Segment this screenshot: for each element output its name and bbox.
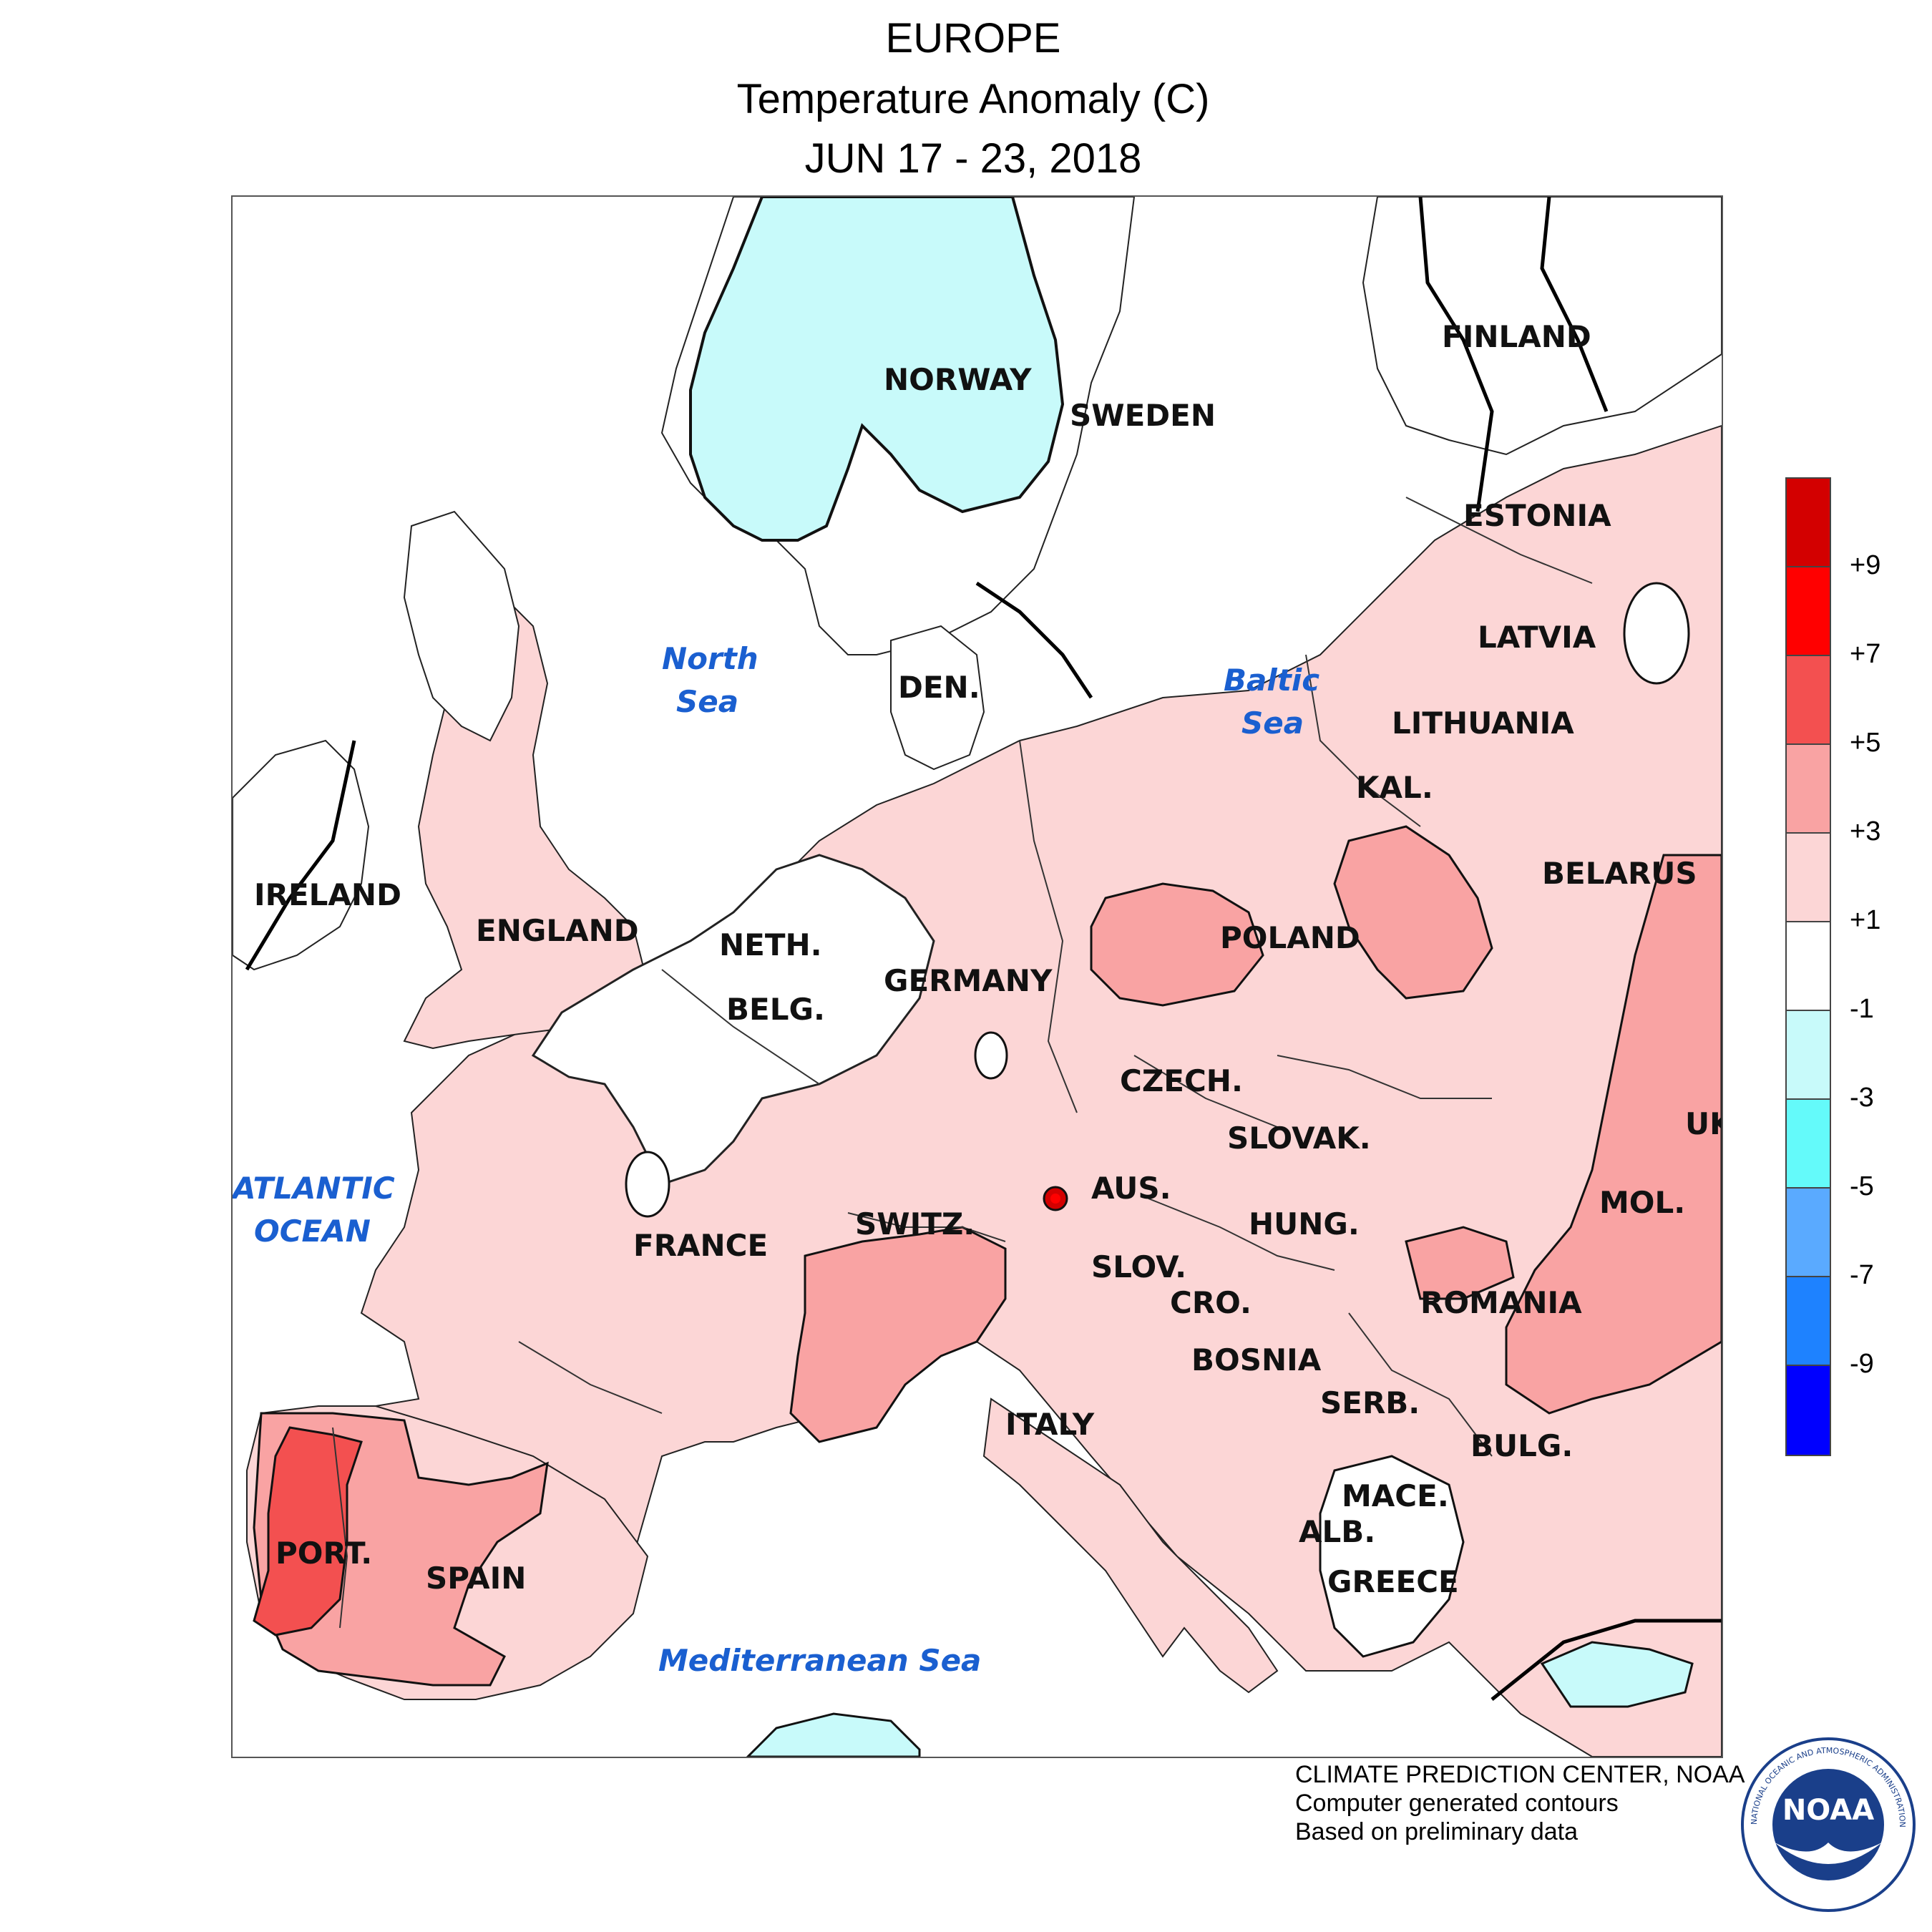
anomaly-region-norway-cold bbox=[689, 197, 1065, 542]
legend-bin-3 bbox=[1785, 743, 1831, 834]
anomaly-region-kaliningrad-warm bbox=[1333, 825, 1493, 1000]
legend-bin-8 bbox=[1785, 1187, 1831, 1277]
label-norway: NORWAY bbox=[884, 362, 1032, 397]
label-spain: SPAIN bbox=[426, 1561, 526, 1596]
legend-bin-6 bbox=[1785, 1010, 1831, 1100]
anomaly-map: NORWAY SWEDEN FINLAND ESTONIA LATVIA LIT… bbox=[233, 197, 1722, 1757]
label-slovakia: SLOVAK. bbox=[1227, 1121, 1371, 1156]
anomaly-region-italy bbox=[982, 1397, 1279, 1694]
legend-label-2: +5 bbox=[1850, 728, 1881, 758]
anomaly-region-africa-cold bbox=[746, 1712, 921, 1757]
label-finland: FINLAND bbox=[1442, 319, 1591, 354]
label-bosnia: BOSNIA bbox=[1191, 1342, 1322, 1377]
credits-block: CLIMATE PREDICTION CENTER, NOAA Computer… bbox=[1295, 1760, 1745, 1846]
credits-line-3: Based on preliminary data bbox=[1295, 1818, 1579, 1845]
label-mediterranean: Mediterranean Sea bbox=[658, 1643, 981, 1678]
color-legend bbox=[1785, 477, 1831, 1470]
label-france: FRANCE bbox=[633, 1228, 768, 1263]
anomaly-region-finland bbox=[1362, 197, 1722, 456]
logo-bird-icon bbox=[1775, 1843, 1882, 1864]
label-hungary: HUNG. bbox=[1249, 1206, 1360, 1241]
legend-bin-5 bbox=[1785, 921, 1831, 1011]
legend-bin-7 bbox=[1785, 1098, 1831, 1189]
zero-contours bbox=[245, 197, 1722, 1701]
legend-label-5: -1 bbox=[1850, 994, 1874, 1024]
label-sweden: SWEDEN bbox=[1070, 398, 1216, 433]
label-greece: GREECE bbox=[1327, 1564, 1459, 1599]
map-date-range: JUN 17 - 23, 2018 bbox=[804, 135, 1142, 182]
noaa-logo: NOAA NATIONAL OCEANIC AND ATMOSPHERIC AD… bbox=[1741, 1737, 1916, 1912]
legend-bin-0 bbox=[1785, 477, 1831, 567]
legend-bin-2 bbox=[1785, 655, 1831, 745]
credits-line-2: Computer generated contours bbox=[1295, 1790, 1619, 1817]
legend-label-3: +3 bbox=[1850, 816, 1881, 847]
legend-bin-4 bbox=[1785, 832, 1831, 922]
label-bulgaria: BULG. bbox=[1470, 1428, 1573, 1463]
label-italy: ITALY bbox=[1005, 1407, 1095, 1442]
label-austria: AUS. bbox=[1091, 1171, 1171, 1206]
label-latvia: LATVIA bbox=[1478, 620, 1596, 655]
anomaly-region-s-france-warm bbox=[789, 1226, 1007, 1443]
label-denmark: DEN. bbox=[898, 670, 980, 705]
anomaly-blob-germany-neutral bbox=[974, 1031, 1008, 1080]
legend-label-7: -5 bbox=[1850, 1171, 1874, 1201]
anomaly-blob-france-neutral bbox=[625, 1151, 670, 1218]
label-belgium: BELG. bbox=[726, 992, 825, 1027]
legend-bin-10 bbox=[1785, 1365, 1831, 1456]
anomaly-region-ireland bbox=[233, 739, 370, 971]
label-estonia: ESTONIA bbox=[1463, 498, 1611, 533]
label-north-sea-2: Sea bbox=[676, 684, 738, 719]
anomaly-blob-belarus-neutral bbox=[1623, 582, 1690, 685]
label-albania: ALB. bbox=[1299, 1514, 1375, 1549]
map-subtitle: Temperature Anomaly (C) bbox=[736, 76, 1210, 122]
label-slovenia: SLOV. bbox=[1091, 1249, 1186, 1284]
label-germany: GERMANY bbox=[884, 963, 1053, 998]
label-portugal: PORT. bbox=[275, 1536, 372, 1571]
label-switzerland: SWITZ. bbox=[855, 1206, 975, 1241]
label-ireland: IRELAND bbox=[254, 877, 401, 912]
label-poland: POLAND bbox=[1220, 920, 1360, 955]
anomaly-region-romania-warm bbox=[1405, 1226, 1515, 1300]
credits-line-1: CLIMATE PREDICTION CENTER, NOAA bbox=[1295, 1761, 1745, 1788]
anomaly-region-denmark bbox=[890, 625, 985, 771]
anomaly-region-scotland bbox=[403, 510, 520, 742]
country-borders bbox=[332, 497, 1593, 1629]
legend-label-1: +7 bbox=[1850, 639, 1881, 669]
label-lithuania: LITHUANIA bbox=[1392, 706, 1574, 741]
label-ukraine: UK bbox=[1685, 1106, 1722, 1141]
label-macedonia: MACE. bbox=[1342, 1478, 1449, 1513]
legend-label-9: -9 bbox=[1850, 1349, 1874, 1379]
legend-bin-1 bbox=[1785, 566, 1831, 656]
anomaly-spot-alps-core bbox=[1050, 1194, 1060, 1204]
anomaly-region-ukraine-warm bbox=[1505, 854, 1722, 1415]
label-romania: ROMANIA bbox=[1420, 1285, 1582, 1320]
legend-label-0: +9 bbox=[1850, 550, 1881, 580]
anomaly-region-benelux bbox=[531, 854, 935, 1186]
label-belarus: BELARUS bbox=[1542, 856, 1697, 891]
map-panel: NORWAY SWEDEN FINLAND ESTONIA LATVIA LIT… bbox=[231, 195, 1723, 1758]
label-croatia: CRO. bbox=[1170, 1285, 1252, 1320]
anomaly-region-portugal-hot bbox=[253, 1426, 363, 1636]
label-kaliningrad: KAL. bbox=[1356, 770, 1433, 805]
legend-label-6: -3 bbox=[1850, 1083, 1874, 1113]
label-czechia: CZECH. bbox=[1120, 1063, 1243, 1098]
label-england: ENGLAND bbox=[476, 913, 639, 948]
legend-bin-9 bbox=[1785, 1276, 1831, 1366]
label-moldova: MOL. bbox=[1599, 1185, 1685, 1220]
legend-label-4: +1 bbox=[1850, 905, 1881, 935]
label-baltic-2: Sea bbox=[1241, 706, 1304, 741]
anomaly-region-balkans-neutral bbox=[1319, 1455, 1465, 1658]
legend-label-8: -7 bbox=[1850, 1260, 1874, 1290]
label-netherlands: NETH. bbox=[719, 927, 822, 962]
logo-text: NOAA bbox=[1782, 1794, 1874, 1827]
map-title: EUROPE bbox=[885, 15, 1061, 62]
label-serbia: SERB. bbox=[1320, 1385, 1420, 1420]
anomaly-region-aegean-cold bbox=[1540, 1641, 1694, 1708]
label-baltic-1: Baltic bbox=[1224, 663, 1319, 698]
label-north-sea-1: North bbox=[662, 641, 758, 676]
label-atlantic-2: OCEAN bbox=[254, 1214, 371, 1249]
label-atlantic-1: ATLANTIC bbox=[233, 1171, 395, 1206]
anomaly-region-poland-warm bbox=[1090, 882, 1264, 1007]
